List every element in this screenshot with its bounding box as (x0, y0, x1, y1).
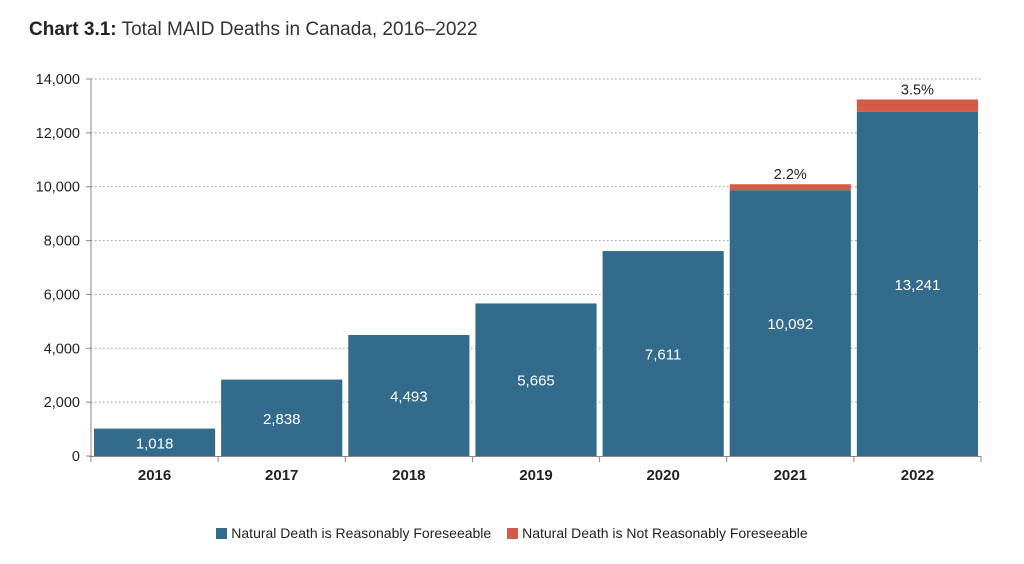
y-tick-label: 10,000 (36, 180, 80, 196)
legend-label-not-foreseeable: Natural Death is Not Reasonably Foreseea… (522, 525, 808, 541)
bar-percent-label: 3.5% (901, 82, 934, 98)
bar-foreseeable (475, 303, 597, 456)
x-tick-label: 2016 (138, 467, 171, 484)
x-tick-label: 2020 (646, 467, 679, 484)
y-tick-label: 4,000 (44, 341, 80, 357)
legend-swatch-not-foreseeable (507, 528, 519, 539)
legend-label-foreseeable: Natural Death is Reasonably Foreseeable (231, 525, 492, 541)
chart-title: Chart 3.1: Total MAID Deaths in Canada, … (29, 18, 478, 42)
y-tick-label: 6,000 (44, 287, 80, 303)
x-tick-label: 2022 (901, 467, 934, 484)
bar-value-label: 5,665 (517, 373, 555, 390)
legend-item-not-foreseeable: Natural Death is Not Reasonably Foreseea… (507, 525, 808, 541)
bar-foreseeable (94, 428, 216, 456)
bar-foreseeable (348, 335, 470, 456)
x-tick-label: 2018 (392, 467, 425, 484)
bar-value-label: 7,611 (645, 347, 681, 364)
bar-not-foreseeable (729, 184, 851, 191)
chart-title-prefix: Chart 3.1: (29, 19, 117, 40)
legend: Natural Death is Reasonably Foreseeable … (0, 525, 1024, 541)
bar-foreseeable (729, 190, 851, 456)
bar-not-foreseeable (856, 99, 978, 112)
bar-foreseeable (856, 111, 978, 457)
bar-value-label: 1,018 (136, 435, 174, 452)
x-tick-label: 2017 (265, 467, 298, 484)
legend-swatch-foreseeable (216, 528, 228, 539)
x-tick-label: 2019 (519, 467, 552, 484)
bar-value-label: 13,241 (894, 277, 940, 294)
x-tick-label: 2021 (774, 467, 807, 484)
bar-value-label: 2,838 (263, 411, 301, 428)
y-tick-label: 14,000 (36, 72, 80, 88)
y-tick-label: 2,000 (44, 395, 80, 411)
bar-chart: 0 2,000 4,000 6,000 8,000 10,000 12,000 14,000 1… (36, 72, 982, 484)
y-tick-label: 0 (72, 449, 80, 465)
bar-foreseeable (602, 251, 724, 456)
y-tick-label: 8,000 (44, 234, 80, 250)
bar-foreseeable (221, 379, 343, 456)
chart-title-text: Total MAID Deaths in Canada, 2016–2022 (121, 19, 478, 40)
bar-value-label: 4,493 (390, 389, 428, 406)
bar-value-label: 10,092 (767, 316, 813, 333)
bar-percent-label: 2.2% (774, 167, 807, 183)
legend-item-foreseeable: Natural Death is Reasonably Foreseeable (216, 525, 491, 541)
y-tick-label: 12,000 (36, 126, 80, 142)
